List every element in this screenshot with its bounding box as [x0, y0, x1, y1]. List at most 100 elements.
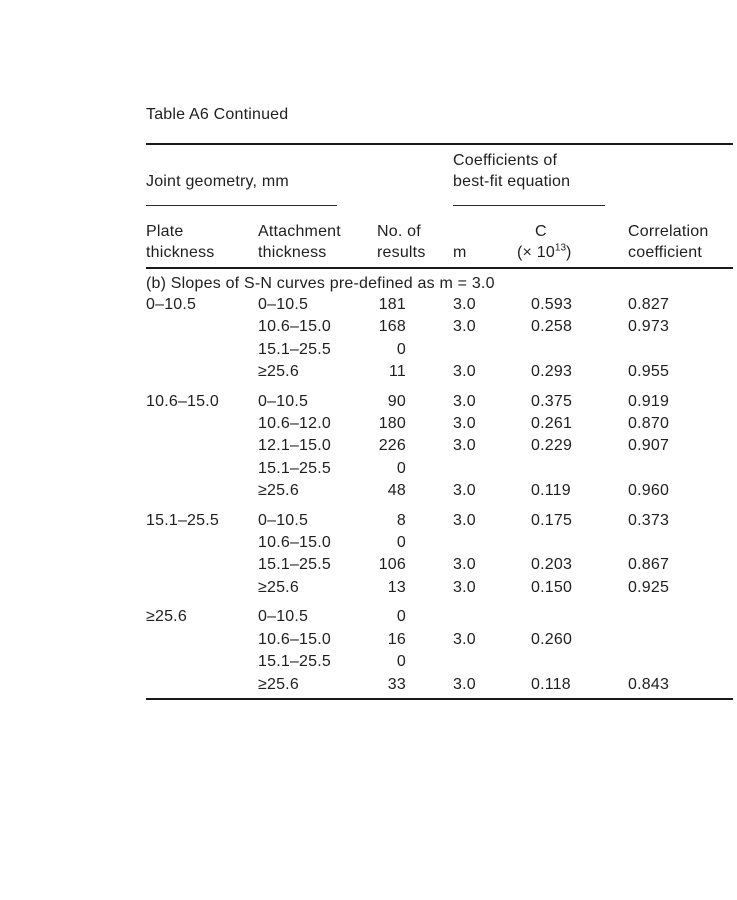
- no-of-results-cell: 180: [378, 415, 406, 433]
- m-cell: 3.0: [453, 392, 476, 410]
- c-coefficient-cell: 0.260: [531, 630, 573, 648]
- no-of-results-cell: 0: [396, 459, 406, 477]
- attachment-thickness-cell: ≥25.6: [258, 482, 299, 500]
- plate-thickness-cell: [146, 458, 258, 480]
- correlation-coefficient-cell: 0.827: [628, 296, 670, 313]
- table-row: 10.6–15.0 0–10.5 90 3.0 0.375 0.919: [146, 384, 733, 413]
- attachment-thickness-cell: 15.1–25.5: [258, 340, 331, 358]
- attachment-thickness-cell: 10.6–15.0: [258, 534, 331, 552]
- c-coefficient-cell: [517, 599, 628, 628]
- plate-thickness-cell: 0–10.5: [146, 296, 197, 313]
- m-cell: 3.0: [453, 556, 476, 574]
- attachment-thickness-cell: 15.1–25.5: [258, 556, 331, 574]
- table-row: 15.1–25.5 0–10.5 8 3.0 0.175 0.373: [146, 503, 733, 532]
- plate-thickness-cell: [146, 339, 258, 361]
- spanner-coefficients-line2: best-fit equation: [453, 173, 571, 190]
- spanner-coefficients: Coefficients of best-fit equation: [453, 144, 628, 192]
- attachment-thickness-cell: 0–10.5: [258, 511, 309, 529]
- m-cell: 3.0: [453, 296, 476, 313]
- table-row: ≥25.6 48 3.0 0.119 0.960: [146, 480, 733, 502]
- plate-thickness-cell: [146, 316, 258, 338]
- c-coefficient-cell: [517, 651, 628, 673]
- document-page: Table A6 Continued Joint geometry, mm Co…: [146, 104, 734, 700]
- c-coefficient-cell: 0.229: [531, 437, 573, 455]
- coefficients-spanner-rule: [453, 205, 605, 206]
- table-row: ≥25.6 11 3.0 0.293 0.955: [146, 361, 733, 383]
- plate-thickness-cell: [146, 361, 258, 383]
- c-coefficient-cell: [517, 458, 628, 480]
- c-coefficient-cell: 0.258: [531, 318, 573, 336]
- attachment-thickness-cell: 15.1–25.5: [258, 653, 331, 671]
- col-header-m: m: [453, 218, 517, 269]
- table-row: 10.6–15.0 16 3.0 0.260: [146, 629, 733, 651]
- spanner-joint-geometry: Joint geometry, mm: [146, 144, 377, 192]
- m-cell: [453, 599, 517, 628]
- correlation-coefficient-cell: 0.907: [628, 437, 670, 455]
- table-row: 10.6–12.0 180 3.0 0.261 0.870: [146, 413, 733, 435]
- attachment-thickness-cell: ≥25.6: [258, 578, 299, 596]
- no-of-results-cell: 0: [396, 534, 406, 552]
- attachment-thickness-cell: 15.1–25.5: [258, 459, 331, 477]
- no-of-results-cell: 48: [387, 482, 406, 500]
- correlation-coefficient-cell: 0.960: [628, 482, 670, 500]
- m-cell: [453, 651, 517, 673]
- m-cell: 3.0: [453, 437, 476, 455]
- data-table: Joint geometry, mm Coefficients of best-…: [146, 143, 734, 700]
- m-cell: 3.0: [453, 482, 476, 500]
- c-coefficient-cell: 0.175: [531, 511, 573, 529]
- attachment-thickness-cell: 12.1–15.0: [258, 437, 331, 455]
- table-row: 15.1–25.5 0: [146, 651, 733, 673]
- spanner-joint-geometry-label: Joint geometry, mm: [146, 173, 289, 190]
- plate-thickness-cell: [146, 435, 258, 457]
- correlation-coefficient-cell: 0.867: [628, 556, 670, 574]
- spanner-row: Joint geometry, mm Coefficients of best-…: [146, 144, 733, 192]
- m-cell: [453, 532, 517, 554]
- m-cell: [453, 339, 517, 361]
- attachment-thickness-cell: 0–10.5: [258, 392, 309, 410]
- correlation-coefficient-cell: 0.973: [628, 318, 670, 336]
- section-header-row: (b) Slopes of S-N curves pre-defined as …: [146, 268, 733, 294]
- plate-thickness-cell: [146, 554, 258, 576]
- c-coefficient-cell: [517, 532, 628, 554]
- plate-thickness-cell: 15.1–25.5: [146, 511, 219, 529]
- no-of-results-cell: 106: [378, 556, 406, 574]
- correlation-coefficient-cell: 0.373: [628, 511, 670, 529]
- joint-geometry-spanner-rule: [146, 205, 337, 206]
- plate-thickness-cell: ≥25.6: [146, 608, 187, 626]
- c-coefficient-cell: 0.203: [531, 556, 573, 574]
- plate-thickness-cell: [146, 413, 258, 435]
- spanner-coefficients-line1: Coefficients of: [453, 152, 558, 169]
- spanner-rule-row: [146, 192, 733, 218]
- no-of-results-cell: 90: [387, 392, 406, 410]
- table-body: (b) Slopes of S-N curves pre-defined as …: [146, 268, 734, 700]
- attachment-thickness-cell: 10.6–12.0: [258, 415, 331, 433]
- correlation-coefficient-cell: [628, 651, 733, 673]
- table-row: 0–10.5 0–10.5 181 3.0 0.593 0.827: [146, 294, 733, 316]
- table-header: Joint geometry, mm Coefficients of best-…: [146, 144, 734, 269]
- table-title: Table A6 Continued: [146, 106, 289, 123]
- m-cell: 3.0: [453, 318, 476, 336]
- no-of-results-cell: 168: [378, 318, 406, 336]
- attachment-thickness-cell: 10.6–15.0: [258, 318, 331, 336]
- c-coefficient-cell: 0.150: [531, 578, 573, 596]
- m-cell: [453, 458, 517, 480]
- no-of-results-cell: 16: [387, 630, 406, 648]
- correlation-coefficient-cell: 0.919: [628, 392, 670, 410]
- attachment-thickness-cell: ≥25.6: [258, 673, 377, 700]
- c-coefficient-cell: [517, 339, 628, 361]
- col-header-no-of-results: No. of results: [377, 218, 453, 269]
- attachment-thickness-cell: 0–10.5: [258, 296, 309, 313]
- m-cell: 3.0: [453, 630, 476, 648]
- attachment-thickness-cell: 10.6–15.0: [258, 630, 331, 648]
- col-header-correlation-coefficient: Correlation coefficient: [628, 218, 734, 269]
- c-coefficient-cell: 0.593: [531, 296, 573, 313]
- no-of-results-cell: 226: [378, 437, 406, 455]
- no-of-results-cell: 33: [377, 673, 453, 700]
- no-of-results-cell: 0: [396, 340, 406, 358]
- table-row: 15.1–25.5 106 3.0 0.203 0.867: [146, 554, 733, 576]
- no-of-results-cell: 8: [396, 511, 406, 529]
- no-of-results-cell: 11: [388, 363, 406, 381]
- no-of-results-cell: 0: [396, 653, 406, 671]
- section-header-label: (b) Slopes of S-N curves pre-defined as …: [146, 275, 495, 292]
- plate-thickness-cell: [146, 532, 258, 554]
